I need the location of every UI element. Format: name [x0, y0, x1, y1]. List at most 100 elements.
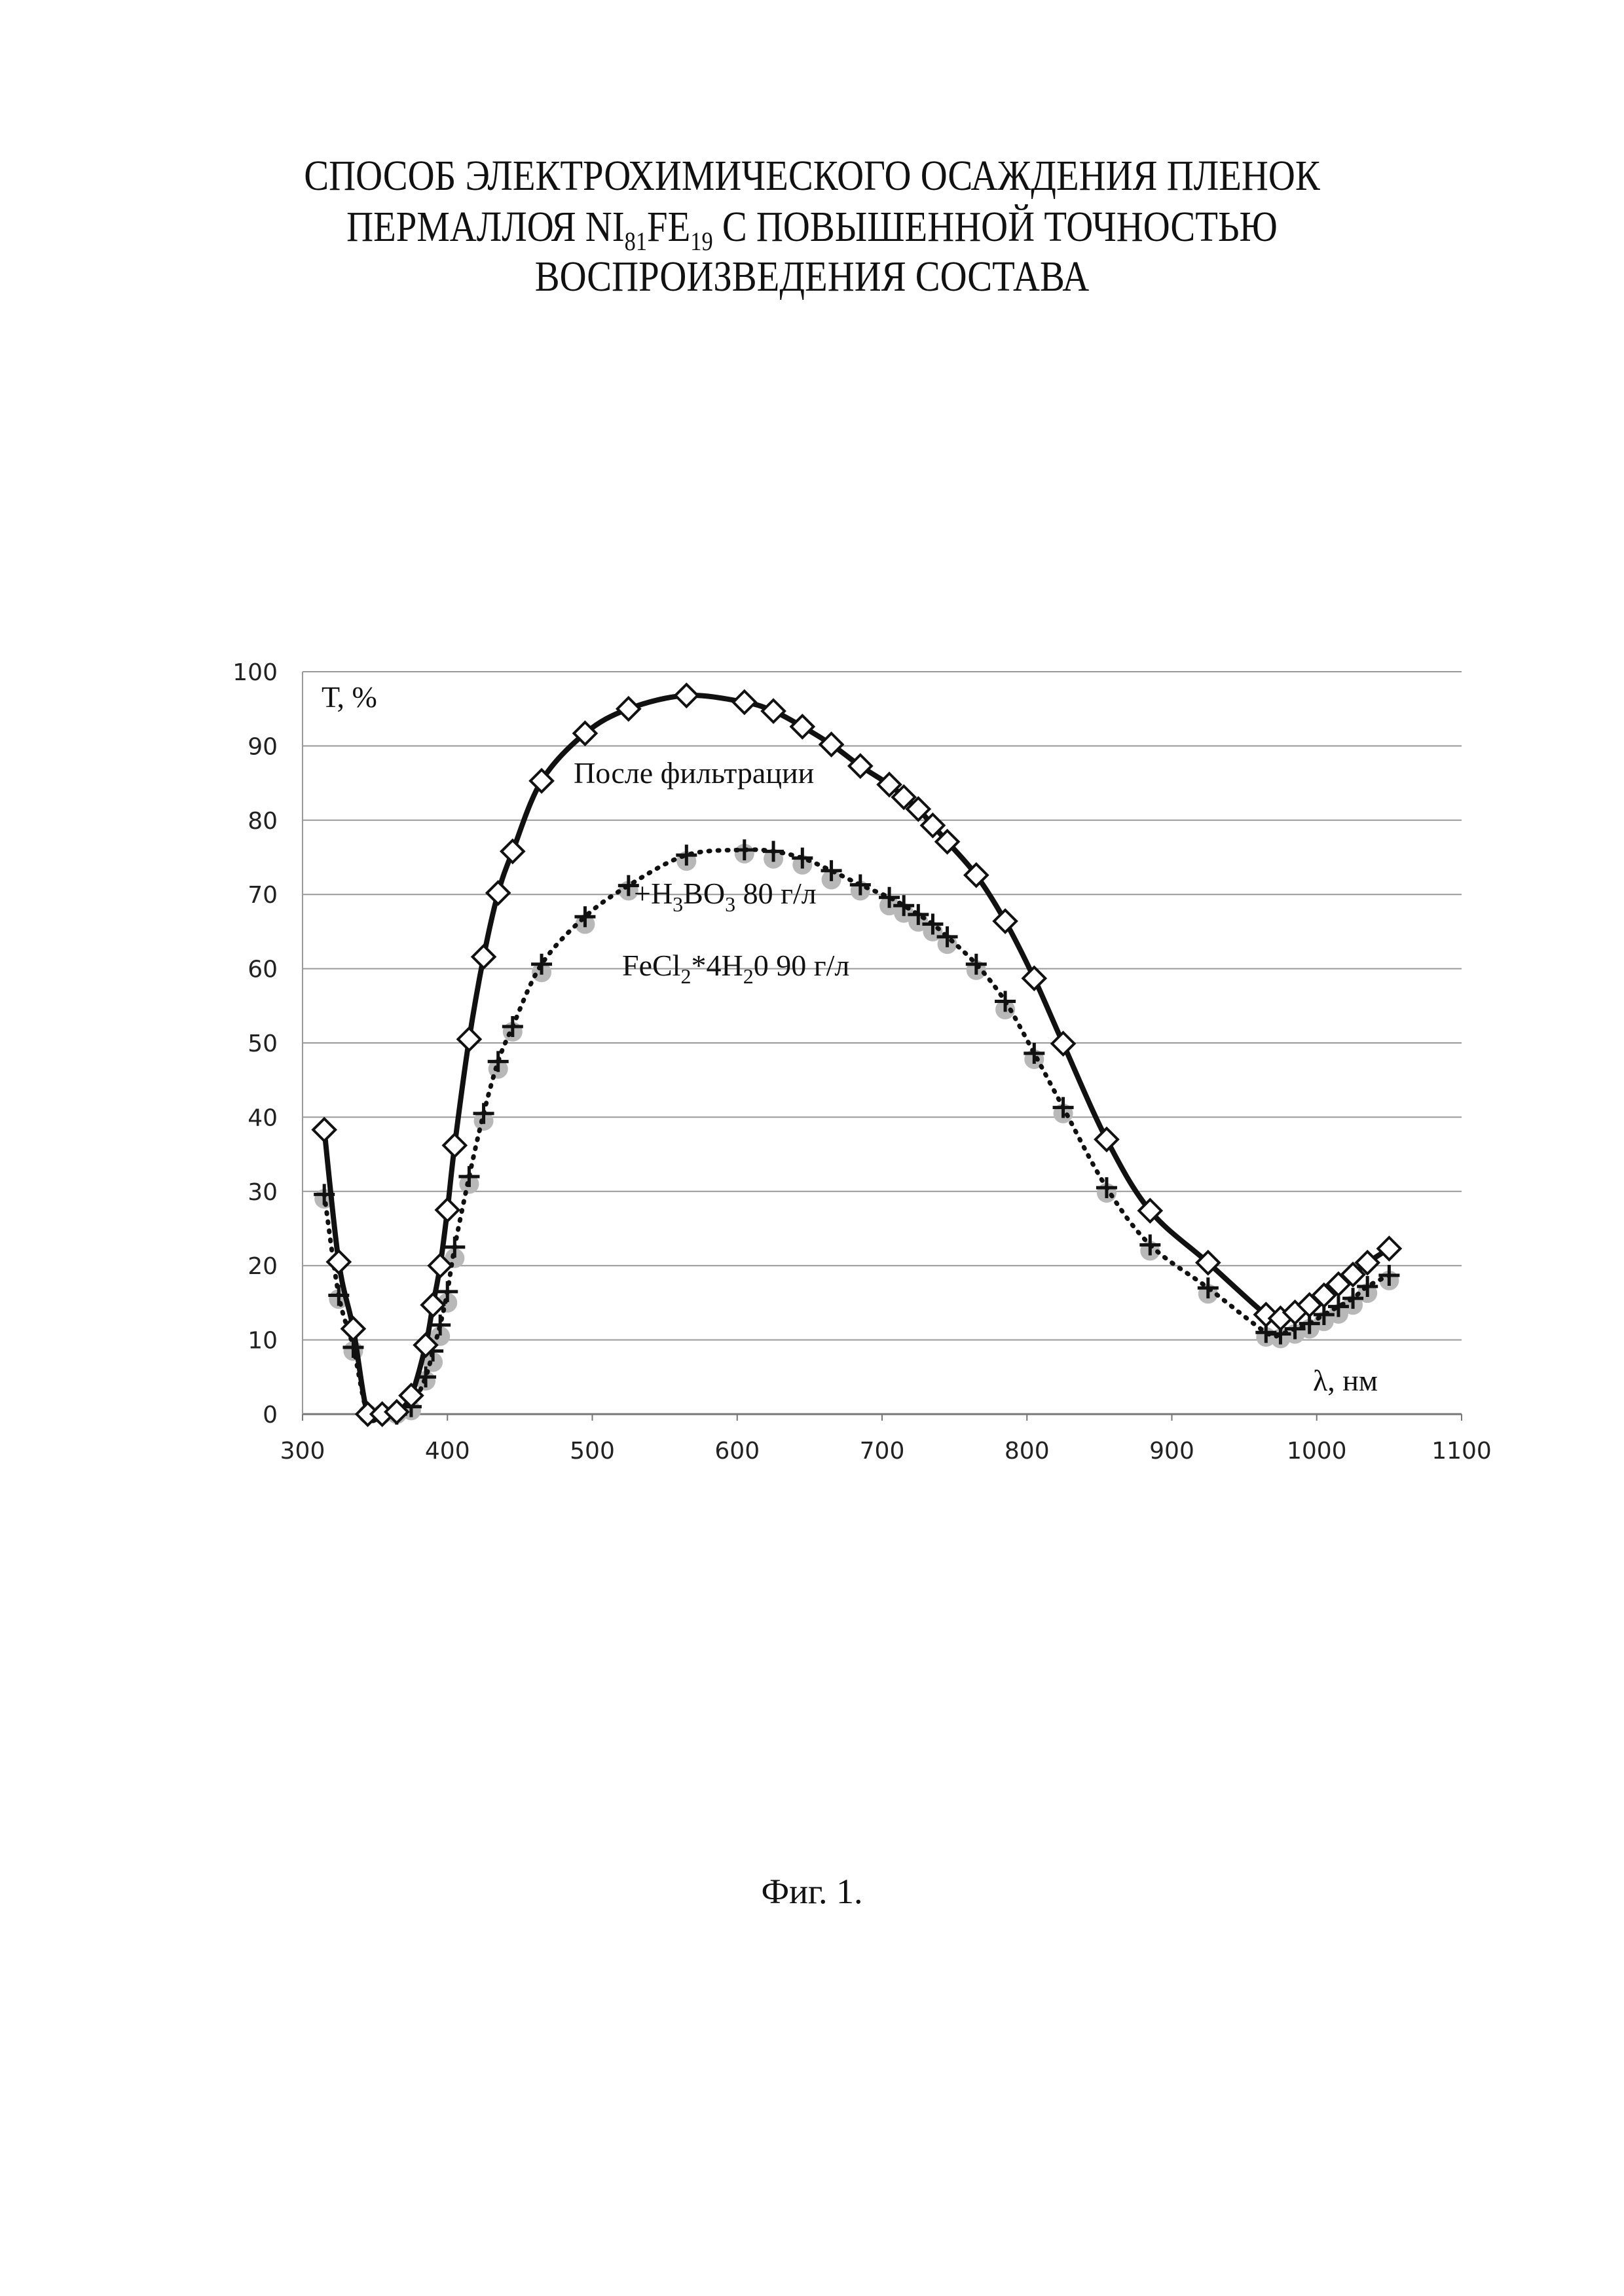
x-tick-label: 600 [714, 1438, 760, 1465]
data-point-diamond [427, 1252, 454, 1279]
data-point-plus [1139, 1234, 1161, 1256]
data-point-diamond [528, 767, 555, 794]
data-point-plus [936, 926, 958, 947]
title-subscript: 81 [624, 227, 648, 256]
annotation-series-2: +H3BO3 80 г/л [634, 877, 817, 916]
y-tick-label: 0 [263, 1402, 278, 1429]
data-point-diamond [919, 812, 946, 839]
y-tick-label: 100 [232, 659, 278, 686]
data-point-diamond [1325, 1271, 1352, 1298]
data-point-plus [792, 847, 813, 869]
data-point-plus [676, 845, 697, 866]
data-point-diamond [847, 753, 874, 779]
data-point-plus [1052, 1097, 1074, 1118]
series-line [322, 693, 1391, 1423]
document-title-line-3: ВОСПРОИЗВЕДЕНИЯ СОСТАВА [534, 253, 1090, 301]
data-point-diamond [673, 682, 700, 709]
data-point-diamond [420, 1292, 446, 1319]
data-point-plus [531, 953, 553, 975]
x-tick-label: 400 [425, 1438, 470, 1465]
data-point-diamond [1340, 1261, 1366, 1288]
data-point-diamond [398, 1382, 424, 1409]
data-point-plus [733, 839, 755, 861]
y-axis-label: Т, % [322, 680, 377, 714]
data-point-diamond [1376, 1235, 1403, 1262]
data-point-plus [995, 991, 1016, 1012]
x-axis-label: λ, нм [1313, 1364, 1378, 1397]
data-point-plus [849, 874, 871, 896]
y-tick-label: 40 [248, 1104, 278, 1131]
x-tick-labels: 300 400 500 600 700 800 900 1000 1100 [280, 1438, 1492, 1465]
data-point-diamond [1296, 1292, 1323, 1319]
title-part: FE [647, 203, 691, 251]
y-tick-label: 20 [248, 1253, 278, 1280]
data-point-plus [1197, 1277, 1219, 1299]
title-part: ПЕРМАЛЛОЯ NI [346, 203, 625, 251]
data-point-diamond [963, 862, 989, 888]
data-point-plus [430, 1314, 451, 1336]
data-point-diamond [434, 1197, 461, 1223]
document-title-line-1: СПОСОБ ЭЛЕКТРОХИМИЧЕСКОГО ОСАЖДЕНИЯ ПЛЕН… [304, 152, 1320, 200]
x-tick-label: 500 [570, 1438, 615, 1465]
title-subscript: 19 [690, 227, 713, 256]
data-point-diamond [456, 1026, 483, 1053]
data-point-diamond [615, 695, 642, 722]
data-point-plus [618, 875, 639, 896]
data-point-diamond [731, 689, 758, 716]
ann-sub: 2 [743, 964, 754, 988]
ann-part: FeCl [622, 949, 680, 982]
data-point-diamond [413, 1332, 439, 1358]
x-tick-label: 700 [860, 1438, 905, 1465]
ann-sub: 3 [725, 892, 735, 916]
x-tick-label: 800 [1005, 1438, 1050, 1465]
data-point-circle [423, 1352, 443, 1372]
data-point-diamond [876, 771, 902, 798]
data-point-diamond [340, 1315, 367, 1342]
data-point-diamond [992, 908, 1018, 934]
data-point-plus [763, 841, 784, 862]
document-title-line-2: ПЕРМАЛЛОЯ NI81FE19 С ПОВЫШЕННОЙ ТОЧНОСТЬ… [114, 203, 1511, 255]
x-tick-label: 900 [1149, 1438, 1194, 1465]
y-tick-label: 60 [248, 957, 278, 983]
data-point-plus [893, 895, 915, 917]
series-line [322, 847, 1392, 1421]
data-point-diamond [499, 838, 526, 865]
ann-part: +H [634, 877, 673, 910]
x-tick-label: 1000 [1287, 1438, 1347, 1465]
ann-sub: 3 [673, 892, 683, 916]
data-point-plus [908, 903, 929, 925]
data-point-diamond [441, 1132, 468, 1159]
data-point-diamond [572, 720, 599, 746]
annotation-series-1: После фильтрации [574, 756, 814, 790]
data-point-plus [502, 1016, 523, 1038]
data-point-plus [965, 953, 987, 975]
data-point-diamond [485, 880, 511, 906]
figure-caption: Фиг. 1. [761, 1872, 863, 1911]
data-point-plus [574, 906, 596, 928]
data-point-diamond [818, 731, 845, 757]
data-point-plus [922, 913, 944, 935]
data-point-plus [1378, 1264, 1400, 1286]
data-point-circle [430, 1326, 451, 1346]
data-point-plus [473, 1102, 494, 1124]
data-point-diamond [1137, 1197, 1164, 1224]
data-point-plus [444, 1236, 466, 1258]
data-point-diamond [789, 714, 816, 740]
data-point-diamond [325, 1248, 352, 1275]
data-point-plus [1024, 1042, 1045, 1064]
data-point-diamond [1194, 1249, 1221, 1276]
data-point-plus [1342, 1288, 1364, 1309]
data-point-plus [1096, 1177, 1117, 1199]
series-2 [314, 839, 1400, 1425]
y-tick-label: 30 [248, 1179, 278, 1206]
data-point-diamond [1094, 1126, 1120, 1153]
x-tick-label: 1100 [1431, 1438, 1492, 1465]
data-point-plus [1327, 1296, 1349, 1317]
data-point-diamond [311, 1116, 338, 1143]
data-point-diamond [934, 828, 961, 855]
ann-part: BO [683, 877, 725, 910]
data-point-diamond [470, 943, 497, 970]
ann-part: 0 90 г/л [754, 949, 850, 982]
data-point-diamond [383, 1398, 410, 1425]
